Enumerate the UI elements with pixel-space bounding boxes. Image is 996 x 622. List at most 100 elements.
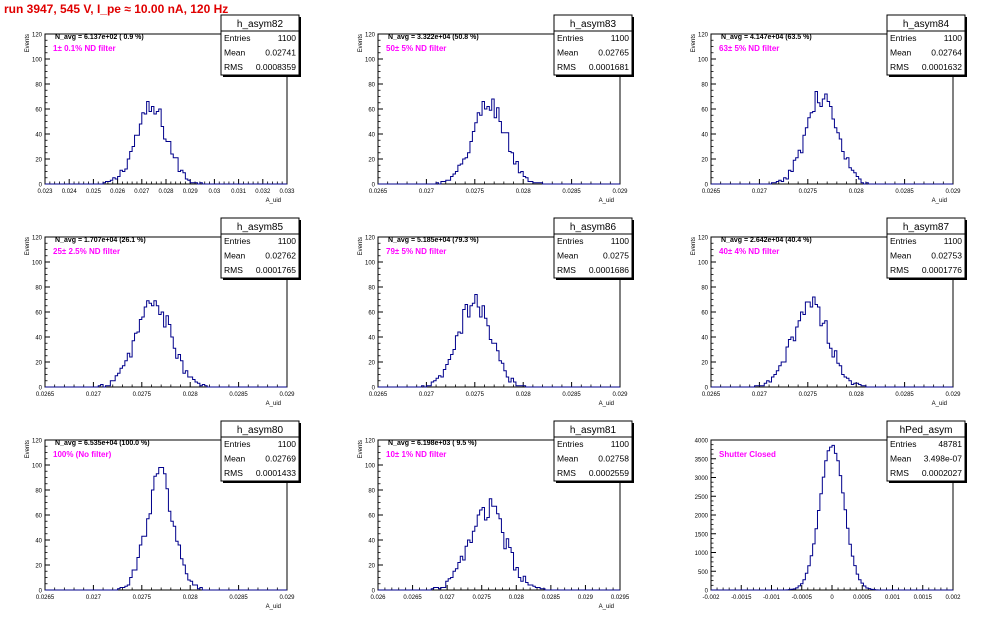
x-tick-label: 0.029 [945, 189, 961, 195]
y-axis-title: Events [358, 237, 364, 255]
x-tick-label: 0.0265 [702, 392, 721, 398]
y-tick-label: 120 [32, 236, 43, 242]
y-axis-title: Events [25, 237, 31, 255]
x-tick-label: 0.027 [752, 189, 768, 195]
y-axis-title: Events [25, 440, 31, 458]
y-tick-label: 2500 [695, 495, 709, 501]
stats-shadow-right [965, 17, 967, 77]
x-tick-label: 0.0275 [466, 392, 485, 398]
histogram-hPed_asym [711, 444, 953, 591]
stats-label: Entries [224, 236, 250, 246]
y-tick-label: 120 [365, 236, 376, 242]
x-tick-label: 0.028 [849, 392, 865, 398]
stats-value: 0.0001433 [256, 468, 296, 478]
x-tick-label: 0.0265 [369, 392, 388, 398]
stats-label: Entries [890, 236, 916, 246]
stats-label: Entries [890, 439, 916, 449]
navg-label: N_avg = 6.198e+03 ( 9.5 %) [388, 440, 477, 447]
x-tick-label: 0.029 [578, 595, 594, 601]
stats-shadow-bottom [223, 278, 301, 280]
x-tick-label: 0.0285 [542, 595, 561, 601]
filter-label: 1± 0.1% ND filter [53, 44, 116, 53]
x-tick-label: 0.027 [134, 189, 150, 195]
x-tick-label: -0.0005 [792, 595, 813, 601]
y-tick-label: 40 [368, 539, 375, 545]
stats-title: h_asym83 [570, 19, 617, 30]
stats-value: 0.0001776 [922, 265, 962, 275]
y-tick-label: 100 [698, 261, 709, 267]
stats-shadow-right [299, 17, 301, 77]
stats-value: 0.02764 [931, 48, 962, 58]
x-tick-label: 0.0285 [229, 392, 248, 398]
y-tick-label: 20 [368, 158, 375, 164]
stats-label: RMS [557, 62, 576, 72]
y-tick-label: 20 [701, 158, 708, 164]
navg-label: N_avg = 6.137e+02 ( 0.9 %) [55, 34, 144, 41]
stats-shadow-bottom [556, 278, 634, 280]
y-tick-label: 60 [368, 514, 375, 520]
stats-value: 0.0001681 [589, 62, 629, 72]
histogram-h_asym80 [45, 467, 287, 591]
stats-label: Mean [890, 454, 912, 464]
y-axis-title: Events [25, 34, 31, 52]
filter-label: 10± 1% ND filter [386, 450, 446, 459]
stats-label: Entries [557, 33, 583, 43]
x-axis-title: A_uid [599, 401, 614, 407]
histogram-h_asym82 [45, 101, 287, 185]
y-tick-label: 80 [368, 489, 375, 495]
stats-shadow-right [299, 423, 301, 483]
x-tick-label: 0.0285 [895, 189, 914, 195]
histogram-h_asym81 [378, 498, 620, 591]
x-tick-label: 0.026 [370, 595, 386, 601]
y-tick-label: 80 [368, 83, 375, 89]
stats-value: 0.02762 [265, 251, 296, 261]
y-tick-label: 100 [32, 464, 43, 470]
x-tick-label: 0.028 [158, 189, 174, 195]
y-tick-label: 100 [365, 464, 376, 470]
x-tick-label: 0.032 [255, 189, 271, 195]
y-tick-label: 20 [35, 361, 42, 367]
y-tick-label: 3000 [695, 476, 709, 482]
y-tick-label: 120 [32, 33, 43, 39]
stats-label: Mean [557, 454, 579, 464]
stats-title: h_asym82 [237, 19, 284, 30]
x-tick-label: 0.0275 [466, 189, 485, 195]
stats-title: h_asym80 [237, 425, 284, 436]
stats-title: hPed_asym [900, 425, 953, 436]
x-tick-label: 0.0005 [853, 595, 872, 601]
x-tick-label: 0.0275 [133, 595, 152, 601]
y-axis-title: Events [358, 440, 364, 458]
x-tick-label: 0.028 [516, 189, 532, 195]
stats-shadow-right [632, 17, 634, 77]
stats-label: Mean [557, 48, 579, 58]
x-tick-label: 0.0015 [914, 595, 933, 601]
y-tick-label: 40 [701, 133, 708, 139]
y-tick-label: 120 [698, 33, 709, 39]
stats-value: 3.498e-07 [924, 454, 963, 464]
stats-box-h_asym87 [886, 217, 966, 279]
navg-label: N_avg = 4.147e+04 (63.5 %) [721, 34, 812, 41]
y-tick-label: 20 [368, 564, 375, 570]
y-tick-label: 0 [372, 183, 376, 189]
y-tick-label: 100 [32, 58, 43, 64]
stats-label: RMS [890, 468, 909, 478]
stats-shadow-bottom [223, 481, 301, 483]
stats-box-hPed_asym [886, 420, 966, 482]
x-tick-label: 0.0275 [473, 595, 492, 601]
x-tick-label: 0.028 [509, 595, 525, 601]
stats-shadow-right [632, 220, 634, 280]
y-tick-label: 40 [701, 336, 708, 342]
filter-label: 79± 5% ND filter [386, 247, 446, 256]
stats-label: Mean [890, 251, 912, 261]
stats-label: Mean [557, 251, 579, 261]
stats-value: 0.0001632 [922, 62, 962, 72]
y-tick-label: 20 [35, 158, 42, 164]
y-tick-label: 40 [35, 539, 42, 545]
x-axis-title: A_uid [599, 604, 614, 610]
y-tick-label: 40 [35, 336, 42, 342]
x-axis-title: A_uid [599, 198, 614, 204]
filter-label: 40± 4% ND filter [719, 247, 779, 256]
y-tick-label: 100 [365, 58, 376, 64]
x-tick-label: 0.029 [612, 189, 628, 195]
